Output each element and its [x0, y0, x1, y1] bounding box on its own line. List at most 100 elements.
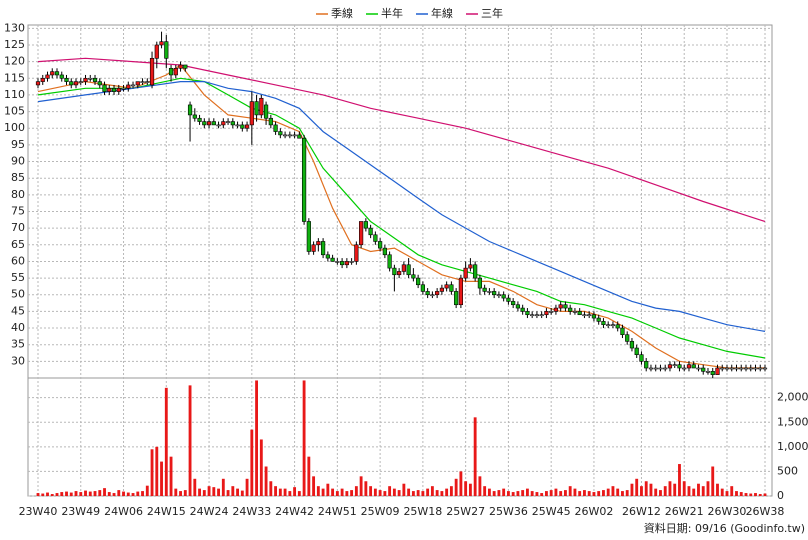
- candle-body: [183, 64, 188, 69]
- volume-bar: [440, 491, 444, 496]
- volume-bar: [255, 380, 259, 496]
- volume-bar: [188, 385, 192, 496]
- volume-bar: [65, 491, 68, 496]
- y2-tick-label: 1,000: [777, 440, 808, 453]
- candle-body: [301, 137, 307, 222]
- candle-body: [587, 314, 592, 317]
- candle-body: [401, 264, 406, 272]
- volume-bar: [483, 486, 487, 496]
- volume-bar: [46, 492, 49, 496]
- candle-body: [515, 304, 521, 309]
- volume-bar: [525, 488, 529, 496]
- volume-bar: [682, 481, 686, 496]
- volume-bar: [468, 483, 472, 496]
- candle-body: [178, 64, 183, 69]
- candle-body: [734, 367, 739, 370]
- volume-bar: [421, 491, 425, 496]
- volume-bar: [297, 491, 301, 496]
- x-tick-label: 23W40: [19, 505, 58, 518]
- x-tick-label: 25W45: [532, 505, 571, 518]
- candle-body: [729, 367, 734, 370]
- candle-body: [762, 367, 768, 370]
- candle-body: [216, 124, 221, 127]
- candle-body: [278, 131, 283, 136]
- candle-body: [192, 114, 197, 119]
- volume-bar: [107, 492, 111, 496]
- volume-bar: [454, 478, 458, 496]
- volume-bar: [621, 491, 624, 496]
- volume-bar: [635, 478, 639, 496]
- candle-body: [221, 121, 226, 126]
- volume-bar: [720, 488, 724, 496]
- y-tick-label: 35: [11, 338, 25, 351]
- candle-body: [282, 134, 288, 137]
- candle-body: [316, 241, 321, 246]
- candle-body: [506, 297, 511, 302]
- volume-bar: [649, 483, 653, 496]
- x-tick-label: 26W21: [665, 505, 704, 518]
- volume-bar: [240, 490, 244, 496]
- volume-bar: [701, 486, 705, 496]
- candle-body: [349, 261, 354, 263]
- candle-body: [206, 121, 212, 126]
- volume-bar: [145, 485, 149, 496]
- volume-bar: [630, 483, 634, 496]
- volume-bar: [583, 490, 586, 496]
- candle-body: [458, 277, 464, 306]
- plot-frame: [27, 24, 773, 497]
- volume-bar: [183, 490, 187, 496]
- candle-body: [667, 364, 673, 369]
- candle-body: [724, 367, 730, 370]
- volume-bar: [725, 491, 729, 496]
- volume-bar: [326, 483, 330, 496]
- volume-bar: [473, 417, 477, 496]
- volume-bar: [521, 490, 525, 496]
- candle-body: [511, 301, 516, 306]
- candle-body: [420, 284, 425, 292]
- candle-body: [454, 291, 459, 306]
- x-tick-label: 25W36: [489, 505, 528, 518]
- volume-bar: [136, 491, 140, 496]
- candle-body: [435, 291, 440, 296]
- candle-body: [539, 314, 544, 317]
- y-tick-label: 100: [4, 121, 25, 134]
- candle-body: [601, 321, 606, 326]
- volume-bar: [155, 446, 159, 496]
- candle-body: [173, 67, 178, 76]
- candle-body: [686, 364, 692, 369]
- candle-body: [468, 264, 473, 269]
- volume-bar: [744, 493, 748, 496]
- x-tick-label: 25W27: [446, 505, 485, 518]
- volume-bar: [535, 492, 539, 496]
- candle-body: [230, 121, 235, 126]
- candle-body: [197, 117, 202, 122]
- volume-bar: [654, 488, 658, 496]
- volume-bar: [126, 492, 130, 496]
- candle-body: [69, 81, 74, 86]
- volume-bar: [506, 491, 510, 496]
- candle-body: [715, 367, 720, 375]
- candle-body: [88, 77, 93, 80]
- volume-bar: [345, 491, 349, 496]
- candle-body: [449, 284, 454, 292]
- candle-body: [577, 311, 582, 316]
- volume-bar: [150, 449, 154, 496]
- candle-body: [121, 87, 126, 90]
- volume-bar: [259, 439, 263, 496]
- candle-body: [758, 367, 763, 370]
- legend-label: 季線: [331, 6, 353, 20]
- volume-bar: [445, 488, 449, 496]
- volume-bar: [668, 481, 672, 496]
- candle-body: [263, 104, 269, 119]
- candle-body: [748, 367, 753, 370]
- volume-bar: [497, 490, 501, 496]
- volume-bar: [98, 490, 102, 496]
- legend-label: 半年: [381, 6, 403, 20]
- y-tick-label: 90: [11, 155, 25, 168]
- volume-bar: [74, 491, 78, 496]
- candle-body: [111, 87, 117, 92]
- volume-bar: [212, 487, 216, 496]
- volume-bar: [587, 491, 591, 496]
- candle-body: [78, 81, 83, 83]
- candle-body: [311, 244, 316, 252]
